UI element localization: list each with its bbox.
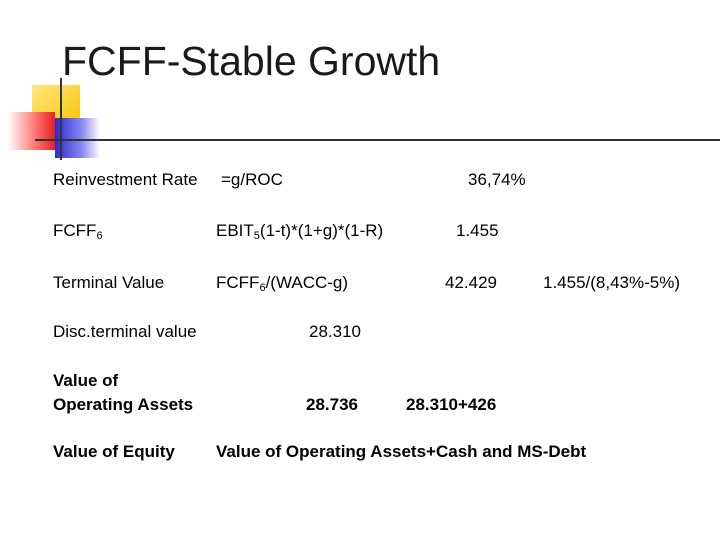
formula-subscript: 6 [259,282,266,294]
formula-rest: (1-t)*(1+g)*(1-R) [259,221,384,240]
row-note: 1.455/(8,43%-5%) [543,273,681,292]
row-label: Value of [53,371,119,390]
label-subscript: 6 [96,230,103,242]
formula-rest: /(WACC-g) [265,273,349,292]
row-value: 42.429 [445,273,497,292]
row-label: Terminal Value [53,273,165,292]
row-label: Operating Assets [53,395,194,414]
row-value: 1.455 [456,221,499,240]
row-value: 28.310 [309,322,361,341]
row-value: 28.736 [306,395,358,414]
slide-title: FCFF-Stable Growth [62,38,441,84]
row-formula: FCFF6/(WACC-g) [216,273,349,294]
formula-text: FCFF [216,273,260,292]
row-formula: EBIT5(1-t)*(1+g)*(1-R) [216,221,384,242]
row-formula: =g/ROC [221,170,283,189]
deco-blue [55,118,100,158]
formula-subscript: 5 [253,230,260,242]
row-note: 28.310+426 [406,395,497,414]
formula-text: EBIT [216,221,254,240]
row-formula: Value of Operating Assets+Cash and MS-De… [216,442,587,461]
row-label: FCFF6 [53,221,103,242]
row-label: Value of Equity [53,442,175,461]
row-label: Disc.terminal value [53,322,197,341]
rule-vertical [60,78,62,160]
label-text: FCFF [53,221,97,240]
row-value: 36,74% [468,170,526,189]
deco-red [8,112,55,150]
rule-horizontal [35,139,720,141]
row-label: Reinvestment Rate [53,170,198,189]
